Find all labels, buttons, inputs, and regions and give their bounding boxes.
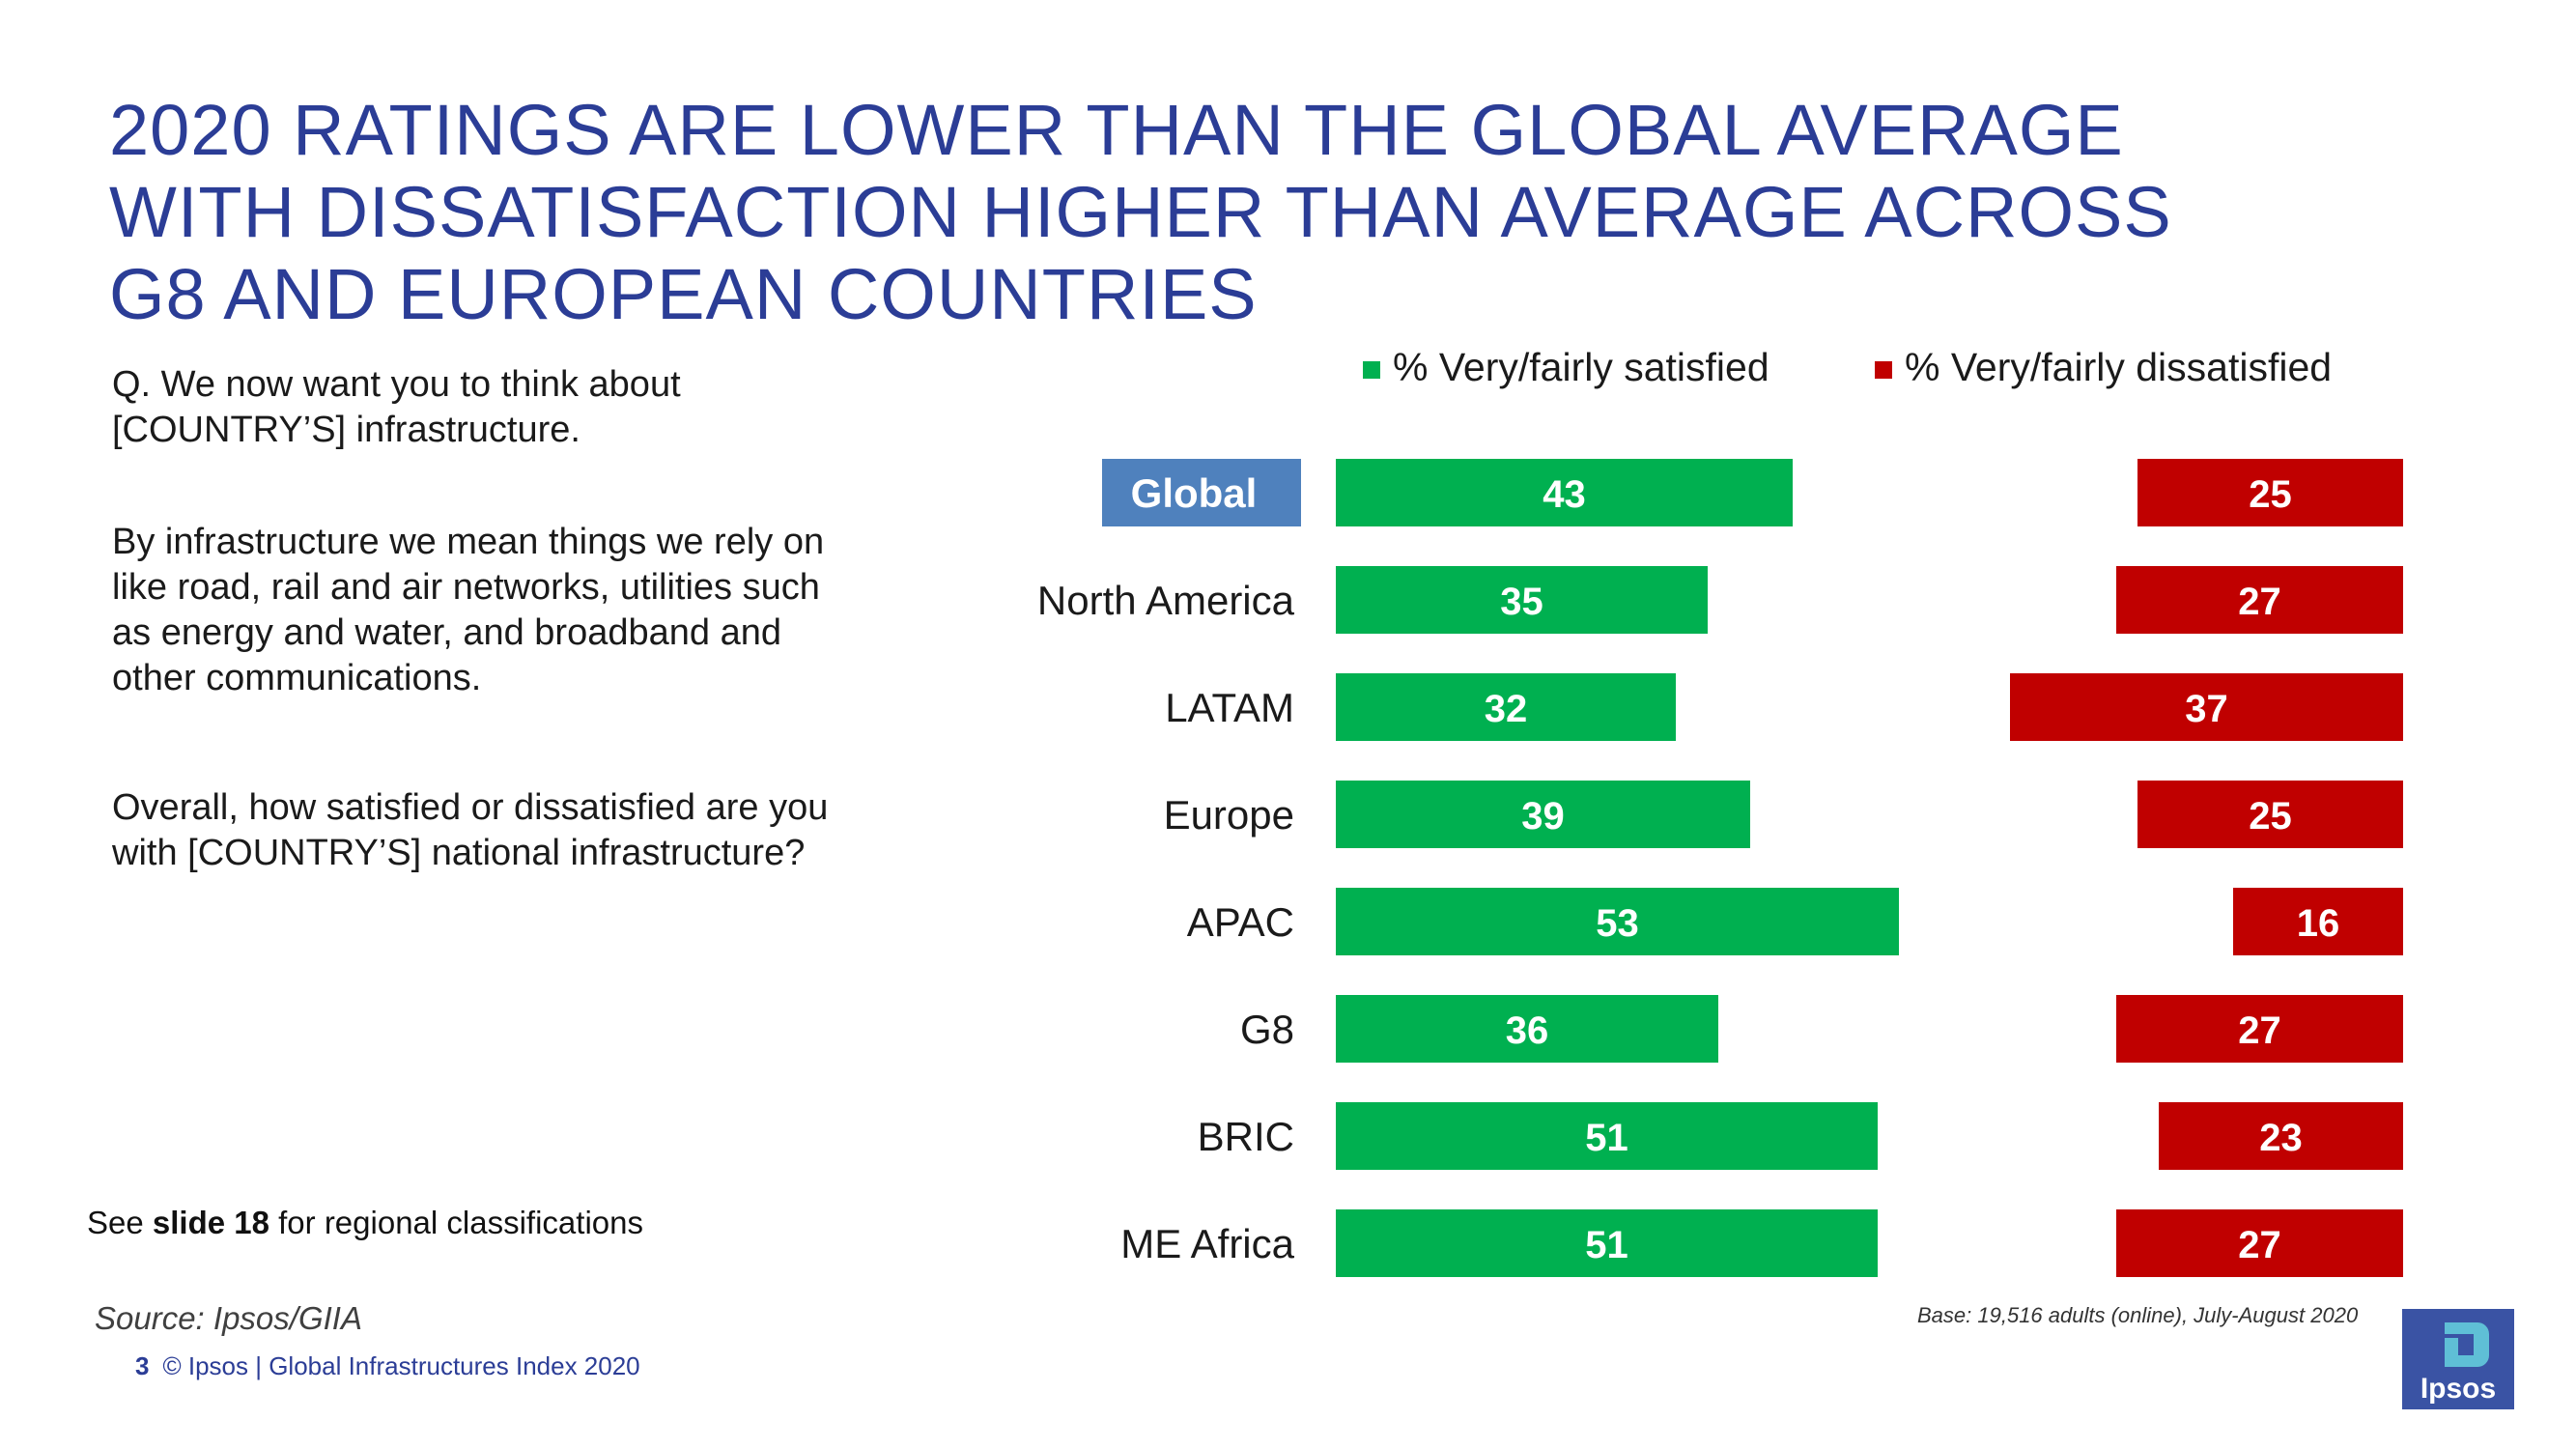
category-label: BRIC xyxy=(1198,1114,1294,1159)
bar-satisfied xyxy=(1336,781,1750,848)
data-label-dissatisfied: 16 xyxy=(2297,902,2340,945)
data-label-satisfied: 32 xyxy=(1485,688,1528,730)
bar-dissatisfied xyxy=(2159,1102,2403,1170)
data-label-dissatisfied: 27 xyxy=(2238,581,2281,623)
bar-dissatisfied xyxy=(2137,781,2403,848)
category-label: G8 xyxy=(1240,1007,1294,1052)
bar-dissatisfied xyxy=(2233,888,2403,955)
data-label-satisfied: 35 xyxy=(1500,581,1543,623)
bar-satisfied xyxy=(1336,459,1793,526)
category-label: Europe xyxy=(1164,792,1294,838)
legend-label-dissatisfied: % Very/fairly dissatisfied xyxy=(1905,345,2332,389)
category-label: Global xyxy=(1131,470,1258,516)
bar-satisfied xyxy=(1336,995,1718,1063)
bar-dissatisfied xyxy=(2116,1209,2403,1277)
footer: 3 © Ipsos | Global Infrastructures Index … xyxy=(135,1351,640,1381)
logo-text: Ipsos xyxy=(2420,1373,2496,1405)
title-line: 2020 RATINGS ARE LOWER THAN THE GLOBAL A… xyxy=(109,90,2124,170)
data-label-satisfied: 51 xyxy=(1585,1224,1628,1266)
legend-swatch-satisfied xyxy=(1363,361,1380,379)
slide-reference-link[interactable]: slide 18 xyxy=(152,1205,269,1240)
base-note: Base: 19,516 adults (online), July-Augus… xyxy=(1917,1303,2359,1327)
data-label-satisfied: 39 xyxy=(1521,795,1565,838)
bar-dissatisfied xyxy=(2116,995,2403,1063)
bar-satisfied xyxy=(1336,673,1676,741)
question-ask: Overall, how satisfied or dissatisfied a… xyxy=(112,787,829,873)
legend-label-satisfied: % Very/fairly satisfied xyxy=(1393,345,1769,389)
logo-accent-bar xyxy=(2445,1338,2458,1367)
data-label-dissatisfied: 23 xyxy=(2259,1117,2303,1159)
slide-title: 2020 RATINGS ARE LOWER THAN THE GLOBAL A… xyxy=(109,89,2505,335)
category-label: North America xyxy=(1037,578,1295,623)
ipsos-logo: Ipsos xyxy=(2402,1309,2514,1409)
category-label: APAC xyxy=(1187,899,1294,945)
note-prefix: See xyxy=(87,1205,153,1240)
data-label-dissatisfied: 27 xyxy=(2238,1009,2281,1052)
logo-accent-shape xyxy=(2445,1322,2489,1367)
bar-satisfied xyxy=(1336,1209,1878,1277)
bar-satisfied xyxy=(1336,888,1899,955)
bar-satisfied xyxy=(1336,566,1708,634)
data-label-dissatisfied: 37 xyxy=(2185,688,2228,730)
data-label-dissatisfied: 25 xyxy=(2249,795,2292,838)
bar-dissatisfied xyxy=(2137,459,2403,526)
bar-satisfied xyxy=(1336,1102,1878,1170)
note-suffix: for regional classifications xyxy=(269,1205,643,1240)
title-line: G8 AND EUROPEAN COUNTRIES xyxy=(109,254,1258,334)
data-label-dissatisfied: 27 xyxy=(2238,1224,2281,1266)
regional-classification-note: See slide 18 for regional classification… xyxy=(87,1205,643,1241)
page-number: 3 xyxy=(135,1351,150,1380)
category-label: LATAM xyxy=(1165,685,1294,730)
bar-dissatisfied xyxy=(2116,566,2403,634)
source-note: Source: Ipsos/GIIA xyxy=(95,1300,362,1336)
data-label-satisfied: 43 xyxy=(1543,473,1586,516)
footer-copyright: © Ipsos | Global Infrastructures Index 2… xyxy=(162,1351,640,1380)
bar-dissatisfied xyxy=(2010,673,2403,741)
data-label-satisfied: 36 xyxy=(1506,1009,1549,1052)
question-intro: Q. We now want you to think about [COUNT… xyxy=(112,364,681,450)
data-label-satisfied: 51 xyxy=(1585,1117,1628,1159)
infrastructure-definition: By infrastructure we mean things we rely… xyxy=(112,522,825,698)
data-label-dissatisfied: 25 xyxy=(2249,473,2292,516)
category-highlight-box xyxy=(1102,459,1301,526)
data-label-satisfied: 53 xyxy=(1596,902,1639,945)
category-label: ME Africa xyxy=(1120,1221,1294,1266)
title-line: WITH DISSATISFACTION HIGHER THAN AVERAGE… xyxy=(109,172,2172,252)
legend-swatch-dissatisfied xyxy=(1875,361,1892,379)
